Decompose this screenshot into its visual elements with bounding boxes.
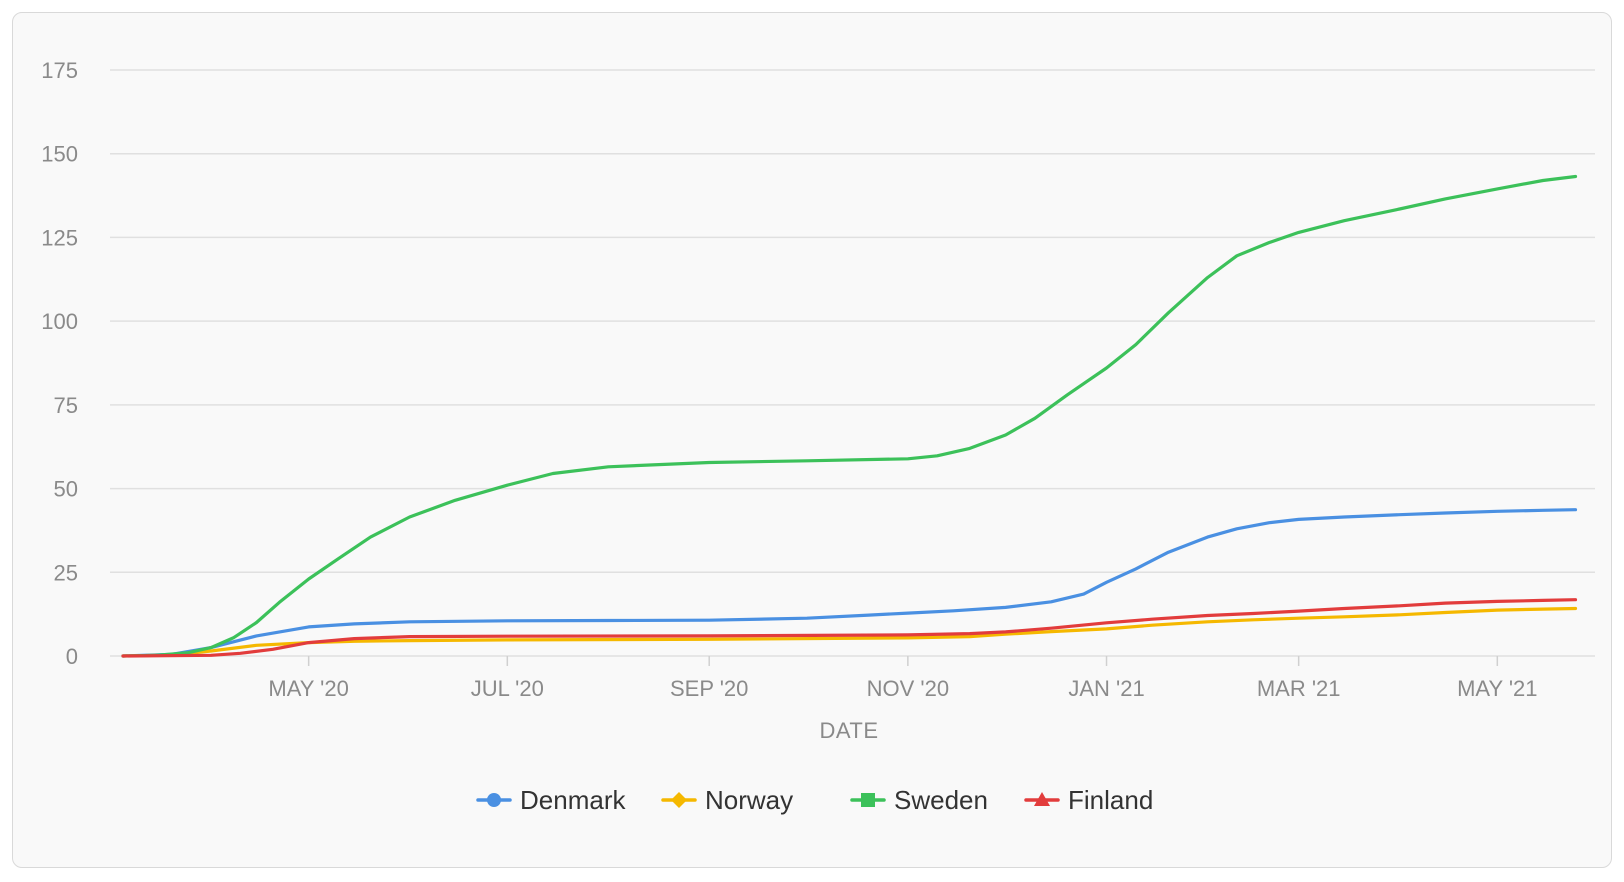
y-tick-label: 50	[54, 477, 78, 502]
legend-label: Finland	[1068, 785, 1153, 815]
legend-label: Denmark	[520, 785, 626, 815]
chart-card	[12, 12, 1612, 868]
y-tick-label: 150	[41, 142, 78, 167]
y-tick-label: 125	[41, 225, 78, 250]
series-line-sweden[interactable]	[121, 174, 1578, 658]
x-axis: MAY '20 JUL '20 SEP '20 NOV '20 JAN '21 MAR '…	[268, 656, 1538, 701]
series-lines	[121, 174, 1578, 658]
legend-marker-diamond-icon	[671, 792, 687, 808]
legend-item-sweden[interactable]: Sweden	[850, 785, 988, 815]
x-axis-title: DATE	[819, 718, 878, 743]
series-line-denmark[interactable]	[121, 508, 1578, 658]
y-tick-label: 75	[54, 393, 78, 418]
x-tick-label: JAN '21	[1068, 676, 1144, 701]
legend[interactable]: Denmark Norway Sweden Finland	[476, 785, 1153, 815]
x-tick-label: NOV '20	[867, 676, 949, 701]
y-axis: 0 25 50 75 100 125 150 175	[41, 58, 78, 669]
series-line-finland[interactable]	[121, 598, 1578, 658]
gridlines	[110, 69, 1595, 657]
y-tick-label: 25	[54, 560, 78, 585]
x-tick-label: MAY '20	[268, 676, 348, 701]
y-tick-label: 100	[41, 309, 78, 334]
y-tick-label: 175	[41, 58, 78, 83]
legend-label: Sweden	[894, 785, 988, 815]
legend-item-denmark[interactable]: Denmark	[476, 785, 626, 815]
x-tick-label: MAR '21	[1257, 676, 1341, 701]
legend-label: Norway	[705, 785, 793, 815]
x-tick-label: JUL '20	[471, 676, 544, 701]
y-tick-label: 0	[66, 644, 78, 669]
x-tick-label: MAY '21	[1457, 676, 1537, 701]
legend-marker-triangle-icon	[1034, 792, 1050, 806]
x-tick-label: SEP '20	[670, 676, 748, 701]
legend-marker-circle-icon	[487, 793, 501, 807]
legend-item-finland[interactable]: Finland	[1024, 785, 1153, 815]
legend-marker-square-icon	[861, 793, 875, 807]
legend-item-norway[interactable]: Norway	[661, 785, 793, 815]
